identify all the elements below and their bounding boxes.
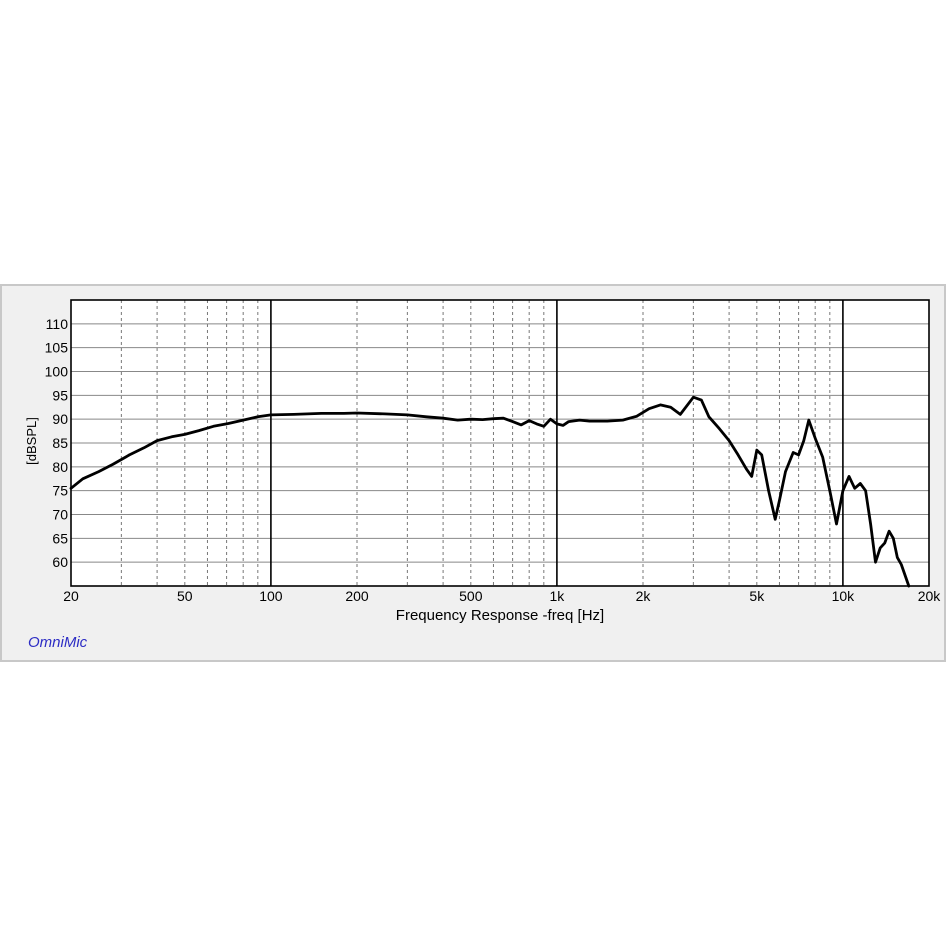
- omnimic-brand: OmniMic: [28, 634, 88, 651]
- x-tick-label: 5k: [749, 588, 765, 604]
- major-grid: [270, 300, 844, 586]
- plot-border: [70, 299, 930, 587]
- x-tick-label: 200: [345, 588, 369, 604]
- y-tick-label: 110: [46, 316, 69, 332]
- x-tick-label: 100: [259, 588, 283, 604]
- x-tick-label: 1k: [550, 588, 566, 604]
- y-tick-label: 75: [52, 483, 68, 499]
- y-tick-label: 70: [52, 507, 68, 523]
- y-axis-label: [dBSPL]: [24, 417, 39, 465]
- x-tick-label: 20k: [918, 588, 942, 604]
- x-axis-ticks: 20 50 100 200 500 1k 2k 5k 10k 20k: [63, 588, 941, 604]
- y-tick-label: 90: [52, 411, 68, 427]
- x-tick-label: 50: [177, 588, 193, 604]
- series-group: [69, 395, 911, 588]
- y-tick-label: 60: [52, 554, 68, 570]
- x-axis-label: Frequency Response -freq [Hz]: [396, 607, 604, 624]
- y-tick-label: 85: [52, 435, 68, 451]
- frequency-response-line: [69, 395, 911, 588]
- y-tick-label: 65: [52, 530, 68, 546]
- y-tick-label: 95: [52, 387, 68, 403]
- x-tick-label: 10k: [832, 588, 856, 604]
- y-tick-label: 80: [52, 459, 68, 475]
- x-tick-label: 20: [63, 588, 79, 604]
- y-axis-ticks: 60 65 70 75 80 85 90 95 100 105 110: [45, 316, 69, 570]
- x-tick-label: 500: [459, 588, 483, 604]
- x-tick-label: 2k: [636, 588, 652, 604]
- y-tick-label: 100: [45, 364, 69, 380]
- y-tick-label: 105: [45, 340, 69, 356]
